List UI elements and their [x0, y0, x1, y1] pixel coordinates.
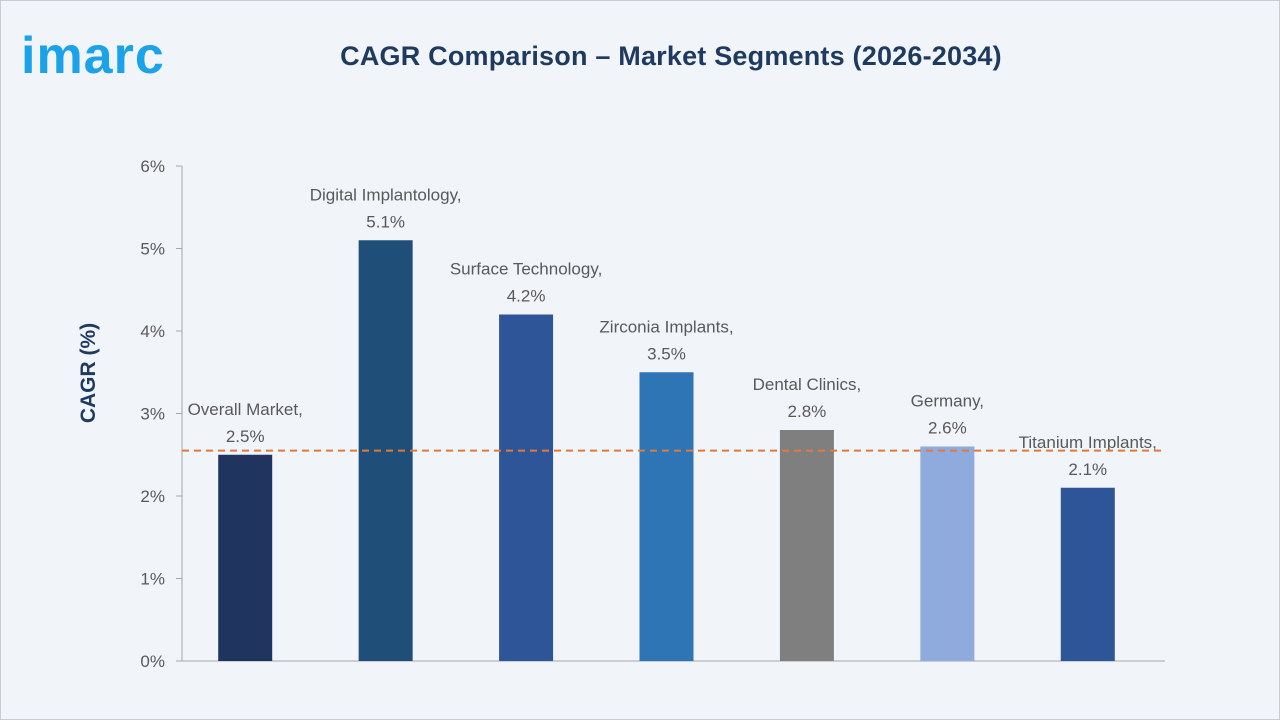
data-label-category: Dental Clinics,: [753, 375, 862, 394]
y-tick-label: 5%: [140, 240, 165, 259]
y-tick-label: 0%: [140, 652, 165, 671]
bar: [499, 314, 554, 661]
y-tick-label: 6%: [140, 157, 165, 176]
data-label-value: 4.2%: [507, 287, 546, 306]
logo-text: imarc: [21, 27, 165, 81]
data-label-value: 2.1%: [1068, 460, 1107, 479]
y-tick-label: 3%: [140, 405, 165, 424]
y-tick-label: 4%: [140, 322, 165, 341]
bar: [920, 446, 975, 661]
data-label-category: Digital Implantology,: [310, 185, 462, 204]
data-label-value: 2.5%: [226, 427, 265, 446]
y-tick-label: 2%: [140, 487, 165, 506]
bar: [639, 372, 694, 661]
data-label-value: 2.6%: [928, 419, 967, 438]
data-label-category: Titanium Implants,: [1019, 433, 1157, 452]
imarc-logo: imarc: [21, 19, 201, 81]
y-tick-label: 1%: [140, 570, 165, 589]
bar: [218, 454, 273, 661]
data-label-category: Germany,: [911, 392, 984, 411]
data-label-value: 5.1%: [366, 212, 405, 231]
data-label-value: 3.5%: [647, 344, 686, 363]
data-label-value: 2.8%: [788, 402, 827, 421]
chart-title: CAGR Comparison – Market Segments (2026-…: [340, 41, 1002, 71]
bar: [1060, 487, 1115, 661]
bar: [779, 430, 834, 661]
data-label-category: Surface Technology,: [450, 260, 602, 279]
data-label-category: Zirconia Implants,: [599, 317, 733, 336]
data-label-category: Overall Market,: [188, 400, 303, 419]
